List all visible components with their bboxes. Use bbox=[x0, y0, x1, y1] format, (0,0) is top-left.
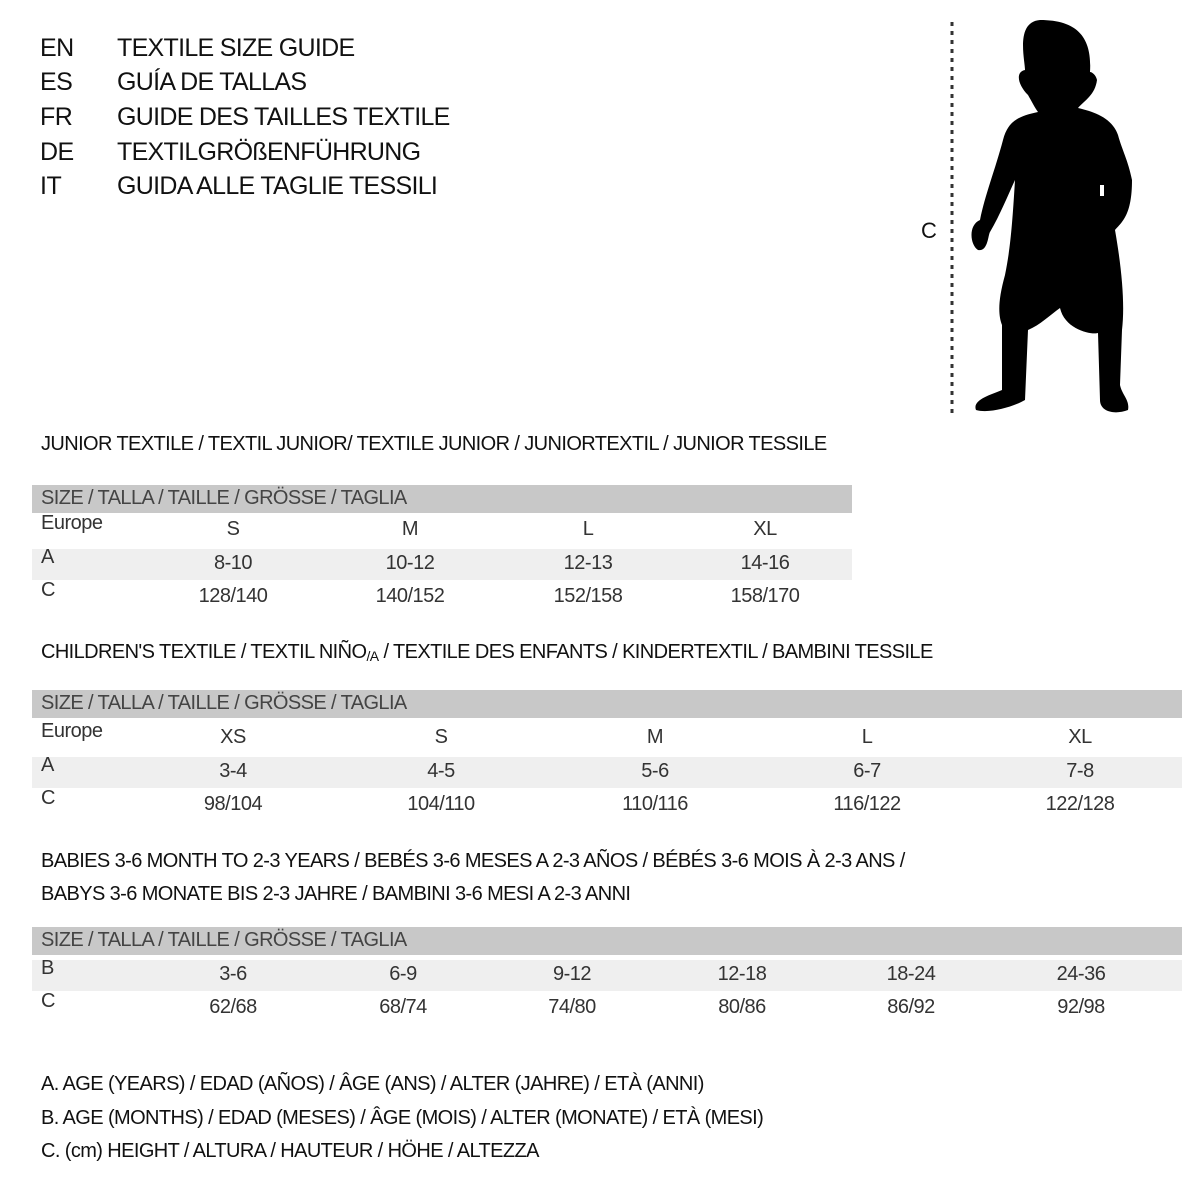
lang-title: TEXTILE SIZE GUIDE bbox=[117, 34, 355, 62]
size-header-label: SIZE / TALLA / TAILLE / GRÖSSE / TAGLIA bbox=[41, 692, 407, 714]
table-cell: 128/140 bbox=[198, 585, 268, 607]
table-cell: 68/74 bbox=[379, 996, 427, 1018]
row-shade bbox=[32, 757, 1182, 788]
row-label: B bbox=[41, 957, 54, 979]
table-cell: S bbox=[226, 518, 240, 540]
row-shade bbox=[32, 549, 852, 580]
child-height-figure: C bbox=[900, 0, 1200, 430]
lang-code: ES bbox=[40, 68, 73, 96]
table-cell: 116/122 bbox=[833, 793, 901, 815]
title-subscript: /A bbox=[366, 648, 379, 664]
title-part: / TEXTILE DES ENFANTS / KINDERTEXTIL / B… bbox=[378, 641, 933, 663]
table-cell: XL bbox=[753, 518, 777, 540]
table-cell: 86/92 bbox=[887, 996, 935, 1018]
row-label: Europe bbox=[41, 720, 103, 742]
table-cell: 18-24 bbox=[886, 963, 936, 985]
table-cell: 10-12 bbox=[385, 552, 435, 574]
table-cell: 122/128 bbox=[1045, 793, 1115, 815]
legend-c: C. (cm) HEIGHT / ALTURA / HAUTEUR / HÖHE… bbox=[41, 1140, 539, 1162]
table-cell: 8-10 bbox=[213, 552, 253, 574]
title-part: CHILDREN'S TEXTILE / TEXTIL NIÑO bbox=[41, 641, 367, 663]
table-cell: 5-6 bbox=[641, 760, 669, 782]
row-label: Europe bbox=[41, 512, 103, 534]
babies-section-title-line2: BABYS 3-6 MONATE BIS 2-3 JAHRE / BAMBINI… bbox=[41, 883, 631, 905]
table-cell: M bbox=[646, 726, 664, 748]
table-cell: 140/152 bbox=[375, 585, 445, 607]
legend-b: B. AGE (MONTHS) / EDAD (MESES) / ÂGE (MO… bbox=[41, 1107, 764, 1129]
row-label: A bbox=[41, 754, 54, 776]
lang-title: GUIDE DES TAILLES TEXTILE bbox=[117, 103, 450, 131]
lang-title: TEXTILGRÖßENFÜHRUNG bbox=[117, 138, 421, 166]
table-cell: 14-16 bbox=[740, 552, 790, 574]
lang-code: IT bbox=[40, 172, 62, 200]
table-cell: 98/104 bbox=[203, 793, 263, 815]
lang-title: GUIDA ALLE TAGLIE TESSILI bbox=[117, 172, 438, 200]
table-cell: 9-12 bbox=[552, 963, 592, 985]
row-label: C bbox=[41, 990, 55, 1012]
table-cell: M bbox=[401, 518, 419, 540]
row-shade bbox=[32, 960, 1182, 991]
lang-code: FR bbox=[40, 103, 73, 131]
size-header-label: SIZE / TALLA / TAILLE / GRÖSSE / TAGLIA bbox=[41, 929, 407, 951]
babies-section-title-line1: BABIES 3-6 MONTH TO 2-3 YEARS / BEBÉS 3-… bbox=[41, 850, 905, 872]
table-cell: 12-18 bbox=[717, 963, 767, 985]
table-cell: 12-13 bbox=[563, 552, 613, 574]
table-cell: 158/170 bbox=[730, 585, 800, 607]
junior-size-header: SIZE / TALLA / TAILLE / GRÖSSE / TAGLIA bbox=[32, 485, 852, 513]
table-cell: L bbox=[582, 518, 594, 540]
row-label: C bbox=[41, 787, 55, 809]
table-cell: L bbox=[861, 726, 873, 748]
children-size-header: SIZE / TALLA / TAILLE / GRÖSSE / TAGLIA bbox=[32, 690, 1182, 718]
table-cell: 74/80 bbox=[548, 996, 596, 1018]
junior-section-title: JUNIOR TEXTILE / TEXTIL JUNIOR/ TEXTILE … bbox=[41, 433, 827, 455]
lang-code: DE bbox=[40, 138, 74, 166]
row-label: A bbox=[41, 546, 54, 568]
table-cell: 4-5 bbox=[427, 760, 455, 782]
table-cell: 152/158 bbox=[553, 585, 623, 607]
row-label: C bbox=[41, 579, 55, 601]
table-cell: 3-4 bbox=[219, 760, 247, 782]
table-cell: 7-8 bbox=[1066, 760, 1094, 782]
babies-size-header: SIZE / TALLA / TAILLE / GRÖSSE / TAGLIA bbox=[32, 927, 1182, 955]
lang-title: GUÍA DE TALLAS bbox=[117, 68, 307, 96]
table-cell: XL bbox=[1068, 726, 1092, 748]
table-cell: 6-7 bbox=[853, 760, 881, 782]
lang-code: EN bbox=[40, 34, 74, 62]
table-cell: 92/98 bbox=[1057, 996, 1105, 1018]
table-cell: 80/86 bbox=[718, 996, 766, 1018]
table-cell: 104/110 bbox=[407, 793, 475, 815]
table-cell: 24-36 bbox=[1056, 963, 1106, 985]
children-section-title: CHILDREN'S TEXTILE / TEXTIL NIÑO/A / TEX… bbox=[41, 641, 933, 664]
size-header-label: SIZE / TALLA / TAILLE / GRÖSSE / TAGLIA bbox=[41, 487, 407, 509]
child-silhouette-icon bbox=[950, 20, 1132, 414]
table-cell: 3-6 bbox=[219, 963, 247, 985]
table-cell: 6-9 bbox=[389, 963, 417, 985]
table-cell: S bbox=[434, 726, 448, 748]
table-cell: 62/68 bbox=[209, 996, 257, 1018]
legend-a: A. AGE (YEARS) / EDAD (AÑOS) / ÂGE (ANS)… bbox=[41, 1073, 704, 1095]
height-label: C bbox=[921, 218, 937, 243]
table-cell: 110/116 bbox=[622, 793, 688, 815]
table-cell: XS bbox=[220, 726, 246, 748]
